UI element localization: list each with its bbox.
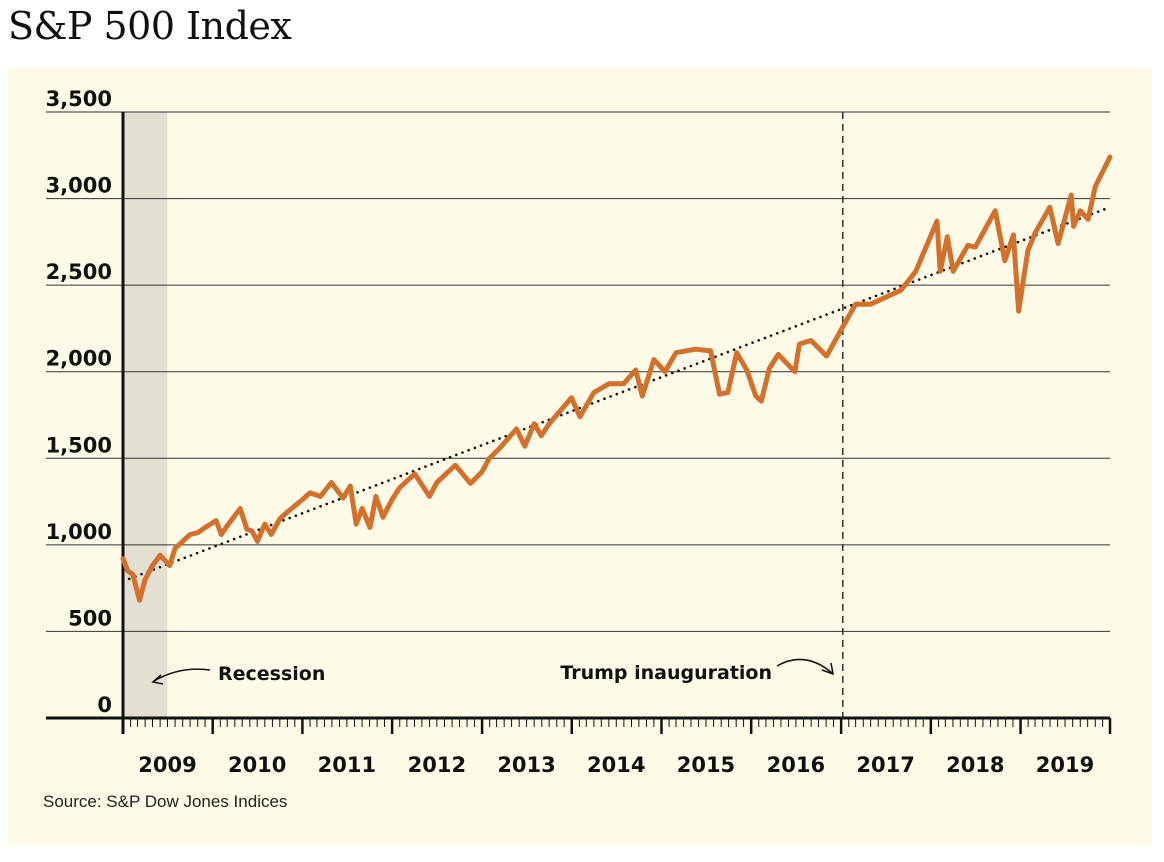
x-tick-label: 2013 <box>497 753 555 777</box>
y-tick-label: 500 <box>68 606 112 630</box>
grid-layer <box>46 111 1110 632</box>
trend-line <box>121 205 1112 583</box>
trend-layer <box>121 205 1112 583</box>
x-tick-label: 2012 <box>408 753 466 777</box>
x-tick-label: 2011 <box>318 753 376 777</box>
x-tick-label: 2016 <box>767 753 825 777</box>
x-axis: 2009 2010 2011 2012 2013 2014 2015 2016 2017 2018… <box>46 112 1112 777</box>
y-tick-label: 1,000 <box>46 520 112 544</box>
source-note: Source: S&P Dow Jones Indices <box>43 792 288 811</box>
y-tick-label: 1,500 <box>46 433 112 457</box>
event-arrow <box>776 658 833 674</box>
x-tick-label: 2017 <box>856 753 914 777</box>
chart-title: S&P 500 Index <box>8 4 292 48</box>
y-tick-label: 3,500 <box>46 87 112 111</box>
recession-shade <box>123 112 168 718</box>
chart-panel <box>8 68 1152 846</box>
event-arrowhead <box>821 662 834 676</box>
x-tick-label: 2014 <box>587 753 645 777</box>
y-tick-labels: 0 500 1,000 1,500 2,000 2,500 3,000 3,500 <box>46 87 112 717</box>
recession-arrowhead <box>151 674 164 685</box>
recession-layer <box>123 112 168 718</box>
x-tick-label: 2009 <box>138 753 196 777</box>
event-label: Trump inauguration <box>560 662 772 684</box>
series-line <box>120 154 1113 603</box>
y-tick-label: 2,500 <box>46 260 112 284</box>
x-tick-label: 2015 <box>677 753 735 777</box>
x-tick-label: 2018 <box>946 753 1004 777</box>
x-tick-label: 2010 <box>228 753 286 777</box>
recession-arrow <box>153 668 211 682</box>
x-tick-label: 2019 <box>1036 753 1094 777</box>
y-tick-label: 3,000 <box>46 174 112 198</box>
y-tick-label: 0 <box>97 693 112 717</box>
recession-label: Recession <box>218 663 325 685</box>
annotation-layer: Recession Trump inauguration <box>151 658 834 685</box>
y-tick-label: 2,000 <box>46 347 112 371</box>
series-layer <box>120 154 1113 603</box>
